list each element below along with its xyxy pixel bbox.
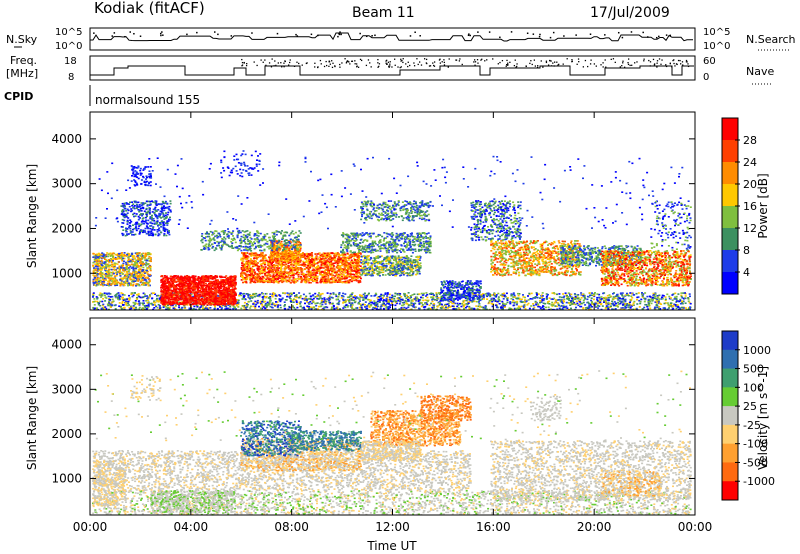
colorbar-tick-label: 28 [743, 134, 757, 147]
noise-left-tick-top: 10^5 [55, 27, 82, 38]
y-tick-label: 3000 [51, 382, 82, 396]
colorbar-segment [722, 331, 738, 350]
colorbar-segment [722, 228, 738, 251]
cpid-value: normalsound 155 [95, 93, 200, 107]
chart-figure: Kodiak (fitACF) Beam 11 17/Jul/2009 N.Sk… [0, 0, 800, 554]
colorbar-tick-label: 20 [743, 178, 757, 191]
y-tick-label: 1000 [51, 266, 82, 280]
colorbar-segment [722, 162, 738, 185]
colorbar-segment [722, 387, 738, 406]
freq-label: Freq. [10, 54, 37, 67]
nave-label: Nave [746, 65, 774, 78]
colorbar-segment [722, 350, 738, 369]
y-tick-label: 1000 [51, 471, 82, 485]
station-title: Kodiak (fitACF) [94, 0, 205, 17]
colorbar-segment [722, 272, 738, 295]
colorbar-tick-label: 4 [743, 266, 750, 279]
colorbar-segment [722, 406, 738, 425]
power-colorbar: 28 24 20 16 12 8 4 [722, 118, 757, 295]
beam-title: Beam 11 [352, 5, 415, 21]
freq-right-tick-bottom: 0 [703, 72, 709, 83]
colorbar-tick-label: 12 [743, 222, 757, 235]
colorbar-tick-label: 25 [743, 400, 757, 413]
colorbar-tick-label: 1000 [743, 344, 771, 357]
x-tick-label: 16:00 [476, 520, 511, 534]
x-tick-label: 00:00 [678, 520, 713, 534]
y-tick-label: 2000 [51, 221, 82, 235]
freq-panel-frame [90, 56, 695, 80]
noise-right-tick-top: 10^5 [703, 27, 730, 38]
noise-left-label: N.Sky [6, 33, 38, 46]
y-tick-label: 4000 [51, 338, 82, 352]
noise-panel-frame [90, 28, 695, 50]
freq-left-tick-bottom: 8 [68, 72, 74, 83]
colorbar-segment [722, 140, 738, 163]
colorbar-segment [722, 425, 738, 444]
y-tick-label: 3000 [51, 177, 82, 191]
power-scatter [92, 150, 692, 310]
velocity-colorbar-label: Velocity [m s^-1] [756, 366, 770, 470]
colorbar-tick-label: 24 [743, 156, 757, 169]
x-tick-label: 08:00 [274, 520, 309, 534]
colorbar-segment [722, 369, 738, 388]
colorbar-segment [722, 206, 738, 229]
colorbar-tick-label: 8 [743, 244, 750, 257]
cpid-label: CPID [4, 90, 33, 103]
power-y-label: Slant Range [km] [25, 164, 39, 268]
x-tick-label: 04:00 [174, 520, 209, 534]
x-tick-label: 20:00 [577, 520, 612, 534]
y-tick-label: 4000 [51, 132, 82, 146]
freq-right-tick-top: 60 [703, 56, 716, 67]
x-tick-label: 12:00 [375, 520, 410, 534]
colorbar-tick-label: 16 [743, 200, 757, 213]
colorbar-segment [722, 462, 738, 481]
noise-right-tick-bottom: 10^0 [703, 41, 730, 52]
freq-unit-label: [MHz] [6, 67, 38, 80]
velocity-scatter [92, 370, 692, 515]
nave-dots [241, 58, 689, 68]
x-tick-label: 00:00 [73, 520, 108, 534]
colorbar-segment [722, 118, 738, 141]
power-colorbar-label: Power [dB] [756, 173, 770, 238]
colorbar-segment [722, 481, 738, 500]
noise-right-label: N.Search [746, 33, 796, 46]
colorbar-tick-label: -1000 [743, 475, 775, 488]
colorbar-segment [722, 250, 738, 273]
y-tick-label: 2000 [51, 427, 82, 441]
noise-trace [90, 33, 693, 41]
x-axis-label: Time UT [366, 539, 417, 553]
colorbar-segment [722, 184, 738, 207]
freq-left-tick-top: 18 [64, 56, 77, 67]
velocity-y-label: Slant Range [km] [25, 366, 39, 470]
noise-left-tick-bottom: 10^0 [55, 41, 82, 52]
colorbar-segment [722, 444, 738, 463]
date-title: 17/Jul/2009 [590, 5, 670, 21]
